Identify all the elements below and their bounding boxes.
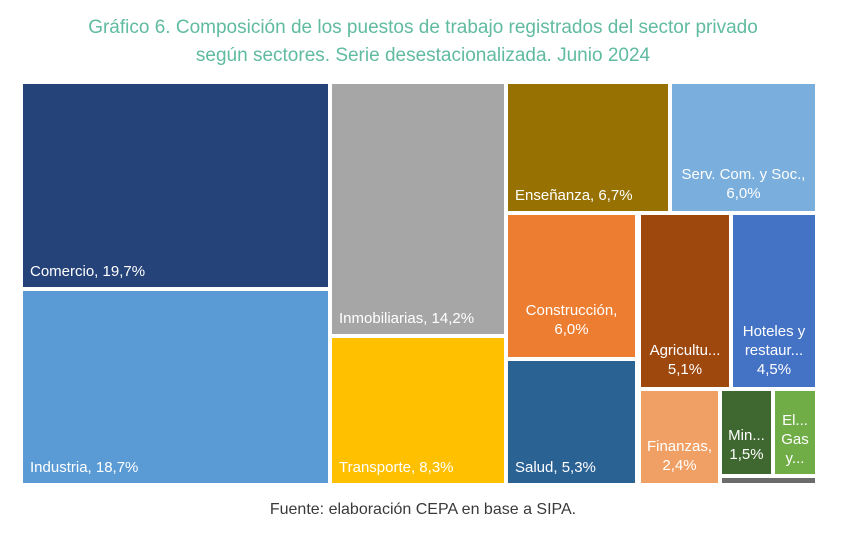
treemap-chart: Comercio, 19,7% Industria, 18,7% Inmobil… <box>23 84 815 483</box>
cell-label: El... Gas y... <box>781 412 809 467</box>
treemap-cell-salud: Salud, 5,3% <box>508 361 635 483</box>
treemap-cell-ensenanza: Enseñanza, 6,7% <box>508 84 668 211</box>
cell-label: Inmobiliarias, 14,2% <box>339 310 475 327</box>
treemap-cell-mineria: Min... 1,5% <box>722 391 771 474</box>
treemap-cell-comercio: Comercio, 19,7% <box>23 84 328 287</box>
treemap-cell-unlabeled <box>722 478 815 483</box>
cell-label: Salud, 5,3% <box>515 459 596 476</box>
cell-label: Enseñanza, 6,7% <box>515 187 633 204</box>
cell-label: Construcción, 6,0% <box>525 302 618 338</box>
treemap-cell-industria: Industria, 18,7% <box>23 291 328 483</box>
cell-label: Finanzas, 2,4% <box>646 438 713 474</box>
cell-label: Agricultu... 5,1% <box>649 342 721 378</box>
cell-label: Industria, 18,7% <box>30 459 139 476</box>
treemap-cell-construccion: Construcción, 6,0% <box>508 215 635 357</box>
source-note: Fuente: elaboración CEPA en base a SIPA. <box>269 501 577 518</box>
treemap-cell-finanzas: Finanzas, 2,4% <box>641 391 718 483</box>
treemap-cell-serv-com-y-soc: Serv. Com. y Soc., 6,0% <box>672 84 815 211</box>
cell-label: Min... 1,5% <box>728 427 765 463</box>
treemap-cell-agricultura: Agricultu... 5,1% <box>641 215 729 387</box>
chart-title: Gráfico 6. Composición de los puestos de… <box>88 17 758 66</box>
cell-label: Serv. Com. y Soc., 6,0% <box>681 166 806 202</box>
treemap-cell-electricidad-gas: El... Gas y... <box>775 391 815 474</box>
treemap-cell-hoteles-y-restaurantes: Hoteles y restaur... 4,5% <box>733 215 815 387</box>
treemap-cell-transporte: Transporte, 8,3% <box>332 338 504 483</box>
cell-label: Transporte, 8,3% <box>339 459 454 476</box>
cell-label: Hoteles y restaur... 4,5% <box>742 323 806 378</box>
treemap-cell-inmobiliarias: Inmobiliarias, 14,2% <box>332 84 504 334</box>
cell-label: Comercio, 19,7% <box>30 263 146 280</box>
